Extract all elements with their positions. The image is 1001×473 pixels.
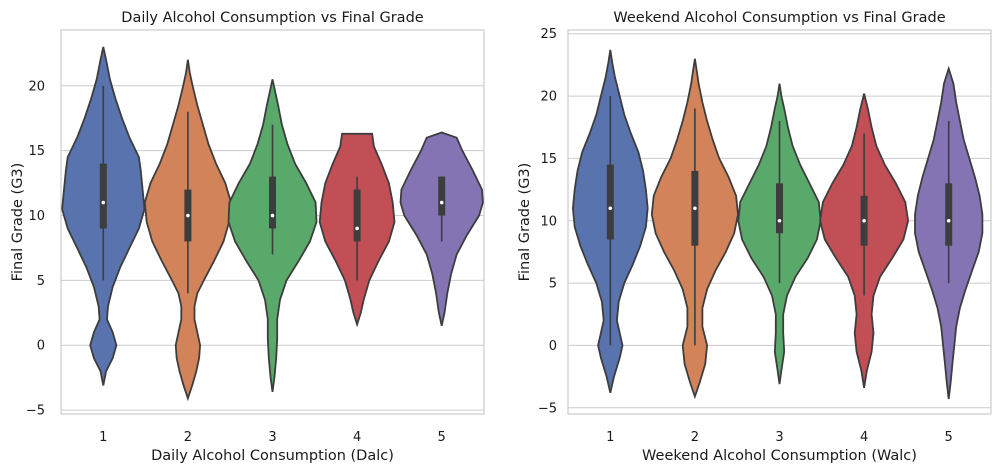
y-tick-label: 0 [549,339,557,354]
y-tick-label: 5 [549,277,557,292]
y-tick-label: 15 [28,144,45,159]
right-violin-panel: −5 0 5 10 15 20 25 1 2 3 4 5 Weekend Alcohol Consump… [517,10,992,464]
y-tick-label: 25 [540,27,557,42]
violin-iqr-box [353,189,361,242]
x-tick-label: 3 [268,430,276,445]
plot-frame [567,29,992,415]
x-tick-label: 2 [184,430,192,445]
x-tick-label: 2 [691,430,699,445]
violin-median-dot [693,206,697,211]
x-tick-label: 5 [438,430,446,445]
violin-median-dot [946,218,951,223]
violin-median-dot [862,218,866,223]
violin-iqr-box [606,164,614,240]
x-axis-label: Daily Alcohol Consumption (Dalc) [151,448,394,464]
violin-median-dot [355,226,359,231]
chart-title: Daily Alcohol Consumption vs Final Grade [121,10,423,26]
x-tick-label: 4 [353,430,361,445]
violin-iqr-box [438,176,446,216]
x-tick-label: 1 [606,430,614,445]
y-axis-label: Final Grade (G3) [10,163,26,282]
y-tick-label: 15 [540,152,557,167]
chart-title: Weekend Alcohol Consumption vs Final Gra… [613,10,945,26]
x-tick-label: 1 [99,430,107,445]
y-tick-label: 0 [37,339,45,354]
violin-iqr-box [776,183,783,234]
y-tick-label: 10 [28,209,45,224]
x-axis-label: Weekend Alcohol Consumption (Walc) [642,448,917,464]
x-tick-label: 5 [945,430,953,445]
violin-iqr-box [269,176,276,229]
violin-median-dot [439,200,444,205]
x-tick-label: 4 [860,430,868,445]
violin-median-dot [608,206,613,211]
violin-median-dot [101,200,106,205]
y-tick-label: 20 [540,90,557,105]
x-tick-label: 3 [775,430,783,445]
violin-median-dot [186,213,190,218]
violin-iqr-box [945,183,953,246]
y-tick-label: 10 [540,214,557,229]
violin-median-dot [777,218,782,223]
plot-frame [60,29,485,415]
violin-iqr-box [99,163,107,229]
violin-median-dot [270,213,275,218]
y-tick-label: −5 [538,401,557,416]
y-axis-label: Final Grade (G3) [517,163,533,282]
y-tick-label: −5 [26,404,45,419]
y-tick-label: 20 [28,79,45,94]
y-tick-label: 5 [37,274,45,289]
left-violin-panel: −5 0 5 10 15 20 1 2 3 4 5 Daily Alcohol Consumption… [10,10,485,464]
